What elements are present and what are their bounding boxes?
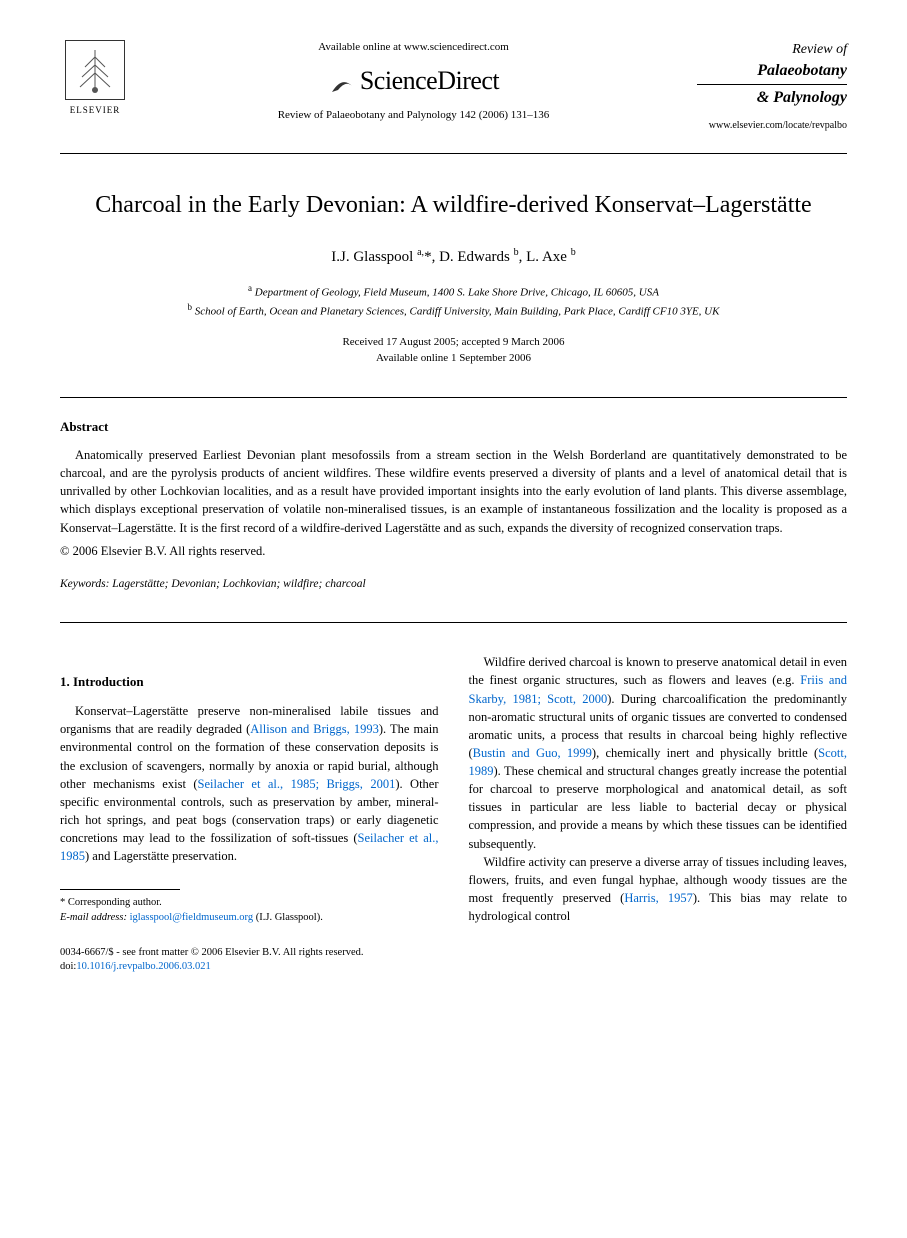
doi-line: doi:10.1016/j.revpalbo.2006.03.021 bbox=[60, 960, 847, 975]
author-3-affil: b bbox=[571, 247, 576, 258]
intro-heading: 1. Introduction bbox=[60, 673, 439, 692]
intro-p2-text-4: ). These chemical and structural changes… bbox=[469, 764, 848, 851]
affil-a-marker: a bbox=[248, 283, 252, 293]
journal-title-line3: & Palynology bbox=[697, 87, 847, 109]
issn-line: 0034-6667/$ - see front matter © 2006 El… bbox=[60, 946, 847, 961]
received-accepted-dates: Received 17 August 2005; accepted 9 Marc… bbox=[342, 336, 564, 348]
available-online-date: Available online 1 September 2006 bbox=[376, 352, 531, 364]
left-column: 1. Introduction Konservat–Lagerstätte pr… bbox=[60, 653, 439, 925]
elsevier-label: ELSEVIER bbox=[60, 104, 130, 117]
article-title: Charcoal in the Early Devonian: A wildfi… bbox=[60, 190, 847, 221]
article-dates: Received 17 August 2005; accepted 9 Marc… bbox=[60, 334, 847, 367]
corresponding-author-footnote: * Corresponding author. E-mail address: … bbox=[60, 896, 439, 925]
corresponding-asterisk: * bbox=[424, 249, 432, 265]
affil-b: School of Earth, Ocean and Planetary Sci… bbox=[195, 305, 720, 317]
abstract-heading: Abstract bbox=[60, 418, 847, 436]
right-column: Wildfire derived charcoal is known to pr… bbox=[469, 653, 848, 925]
author-1: I.J. Glasspool bbox=[331, 249, 417, 265]
journal-title-line2: Palaeobotany bbox=[697, 60, 847, 85]
abstract-bottom-rule bbox=[60, 622, 847, 623]
intro-p2-text-3: ), chemically inert and physically britt… bbox=[592, 746, 818, 760]
intro-paragraph-3: Wildfire activity can preserve a diverse… bbox=[469, 853, 848, 926]
email-line: E-mail address: iglasspool@fieldmuseum.o… bbox=[60, 911, 439, 926]
journal-title-line1: Review of bbox=[697, 40, 847, 60]
affil-a: Department of Geology, Field Museum, 140… bbox=[255, 286, 659, 298]
ref-harris-1957[interactable]: Harris, 1957 bbox=[624, 891, 693, 905]
affiliations: a Department of Geology, Field Museum, 1… bbox=[60, 282, 847, 320]
email-label: E-mail address: bbox=[60, 912, 127, 923]
keywords-line: Keywords: Lagerstätte; Devonian; Lochkov… bbox=[60, 576, 847, 592]
email-attribution: (I.J. Glasspool). bbox=[256, 912, 323, 923]
corresponding-email[interactable]: iglasspool@fieldmuseum.org bbox=[130, 912, 254, 923]
corresponding-label: * Corresponding author. bbox=[60, 896, 439, 911]
abstract-body: Anatomically preserved Earliest Devonian… bbox=[60, 446, 847, 537]
ref-allison-briggs-1993[interactable]: Allison and Briggs, 1993 bbox=[250, 722, 379, 736]
intro-p2-text-1: Wildfire derived charcoal is known to pr… bbox=[469, 655, 848, 687]
body-columns: 1. Introduction Konservat–Lagerstätte pr… bbox=[60, 653, 847, 925]
journal-url: www.elsevier.com/locate/revpalbo bbox=[697, 119, 847, 133]
elsevier-tree-icon bbox=[65, 40, 125, 100]
affil-b-marker: b bbox=[188, 302, 193, 312]
copyright-line: © 2006 Elsevier B.V. All rights reserved… bbox=[60, 543, 847, 561]
authors-line: I.J. Glasspool a,*, D. Edwards b, L. Axe… bbox=[60, 246, 847, 268]
doi-link[interactable]: 10.1016/j.revpalbo.2006.03.021 bbox=[76, 961, 210, 972]
intro-p1-text-4: ) and Lagerstätte preservation. bbox=[85, 849, 237, 863]
citation-line: Review of Palaeobotany and Palynology 14… bbox=[130, 108, 697, 123]
page-footer: 0034-6667/$ - see front matter © 2006 El… bbox=[60, 946, 847, 975]
keywords-label: Keywords: bbox=[60, 578, 109, 590]
abstract-top-rule bbox=[60, 397, 847, 398]
sciencedirect-logo: ScienceDirect bbox=[130, 63, 697, 100]
ref-bustin-guo-1999[interactable]: Bustin and Guo, 1999 bbox=[473, 746, 592, 760]
page-header: ELSEVIER Available online at www.science… bbox=[60, 40, 847, 133]
keywords-values: Lagerstätte; Devonian; Lochkovian; wildf… bbox=[109, 578, 365, 590]
doi-label: doi: bbox=[60, 961, 76, 972]
elsevier-logo: ELSEVIER bbox=[60, 40, 130, 117]
ref-seilacher-1985-briggs-2001[interactable]: Seilacher et al., 1985; Briggs, 2001 bbox=[198, 777, 396, 791]
sciencedirect-swoosh-icon bbox=[328, 72, 356, 100]
header-rule bbox=[60, 153, 847, 154]
intro-paragraph-2: Wildfire derived charcoal is known to pr… bbox=[469, 653, 848, 852]
footnote-separator bbox=[60, 889, 180, 890]
journal-title-box: Review of Palaeobotany & Palynology www.… bbox=[697, 40, 847, 133]
available-online-text: Available online at www.sciencedirect.co… bbox=[130, 40, 697, 55]
intro-paragraph-1: Konservat–Lagerstätte preserve non-miner… bbox=[60, 702, 439, 865]
author-sep-1: , D. Edwards bbox=[432, 249, 514, 265]
center-header: Available online at www.sciencedirect.co… bbox=[130, 40, 697, 124]
author-sep-2: , L. Axe bbox=[519, 249, 571, 265]
